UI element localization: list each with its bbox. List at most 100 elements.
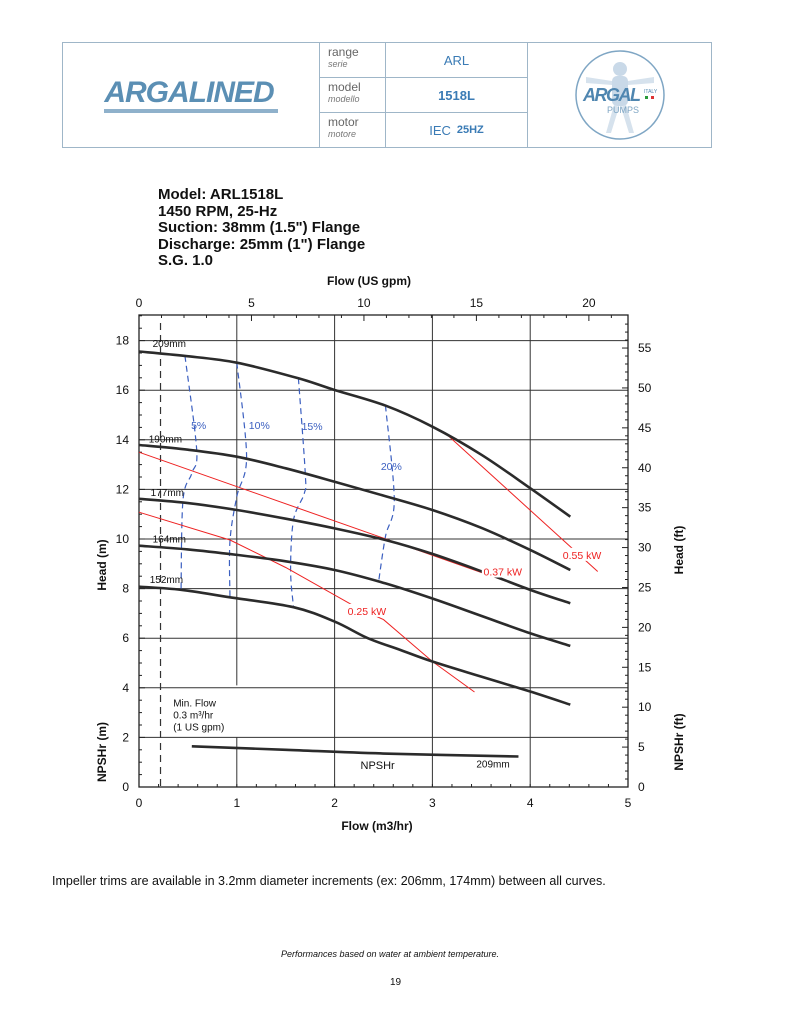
- impeller-label: 209mm: [153, 339, 186, 350]
- range-row: range serie ARL: [320, 43, 527, 78]
- y2-tick-label: 55: [638, 341, 652, 355]
- argalined-logo: ARGALINED: [63, 43, 320, 147]
- y2-tick-label: 0: [638, 780, 645, 794]
- power-label: 0.25 kW: [348, 606, 387, 618]
- power-label-bg: [345, 603, 388, 617]
- motor-label: motor: [328, 115, 359, 129]
- head-curve-177mm: [138, 497, 571, 605]
- x2-tick-label: 5: [248, 296, 255, 310]
- x2-tick-label: 20: [582, 296, 596, 310]
- x-tick-label: 5: [625, 796, 632, 810]
- x-tick-label: 2: [331, 796, 338, 810]
- efficiency-label: 20%: [381, 461, 402, 473]
- x2-tick-label: 10: [357, 296, 371, 310]
- y-tick-label: 14: [116, 433, 130, 447]
- vitruvian-logo-icon: ARGAL ITALY PUMPS: [574, 50, 665, 140]
- x-tick-label: 0: [136, 796, 143, 810]
- efficiency-line-20pct: [378, 405, 395, 582]
- spec-table: range serie ARL model modello 1518L motor m…: [320, 43, 528, 147]
- badge-country: ITALY: [644, 89, 658, 95]
- y-tick-label: 8: [122, 582, 129, 596]
- npshr-diameter-label: 209mm: [476, 760, 509, 771]
- page-number: 19: [389, 977, 402, 988]
- y2-tick-label: 50: [638, 381, 652, 395]
- efficiency-label: 10%: [249, 420, 270, 432]
- y2-tick-label: 45: [638, 421, 652, 435]
- y-tick-label: 0: [122, 780, 129, 794]
- motor-prefix: IEC: [429, 122, 451, 138]
- model-label: model: [328, 80, 361, 94]
- y2-axis-title-lower: NPSHr (ft): [672, 713, 686, 770]
- range-sublabel: serie: [328, 59, 348, 69]
- header-table: ARGALINED range serie ARL model modello 15…: [62, 42, 712, 148]
- range-value: ARL: [443, 52, 470, 68]
- power-label: 0.37 kW: [484, 566, 523, 578]
- range-label: range: [328, 45, 359, 59]
- y-tick-label: 18: [116, 334, 130, 348]
- power-line-037kW: [138, 451, 517, 586]
- model-value: 1518L: [438, 87, 475, 103]
- efficiency-label: 15%: [302, 421, 323, 433]
- y2-tick-label: 25: [638, 580, 652, 594]
- y-axis-title: Head (m): [95, 539, 109, 590]
- head-curve-209mm: [138, 350, 572, 518]
- x-tick-label: 3: [429, 796, 436, 810]
- pump-specs: Model: ARL1518L 1450 RPM, 25-Hz Suction:…: [158, 186, 366, 270]
- motor-value: 25HZ: [456, 124, 484, 136]
- efficiency-line-5pct: [180, 355, 198, 590]
- power-label: 0.55 kW: [563, 550, 602, 562]
- spec-suction: Suction: 38mm (1.5") Flange: [158, 219, 361, 236]
- impeller-trim-note: Impeller trims are available in 3.2mm di…: [52, 874, 606, 888]
- y2-axis-title: Head (ft): [672, 526, 686, 575]
- y2-tick-label: 40: [638, 461, 652, 475]
- model-row: model modello 1518L: [320, 78, 527, 113]
- npshr-label: NPSHr: [361, 760, 396, 772]
- y-tick-label: 16: [116, 383, 130, 397]
- impeller-label: 152mm: [150, 575, 183, 586]
- y-tick-label: 2: [122, 730, 129, 744]
- impeller-label: 177mm: [151, 488, 184, 499]
- y-tick-label: 10: [116, 532, 130, 546]
- badge-brand: ARGAL: [582, 85, 640, 105]
- logo-text: ARGALINED: [104, 77, 278, 113]
- efficiency-line-15pct: [289, 378, 307, 608]
- y2-tick-label: 30: [638, 541, 652, 555]
- spec-model: Model: ARL1518L: [158, 186, 284, 203]
- head-curve-164mm: [138, 544, 571, 648]
- x2-tick-label: 15: [470, 296, 484, 310]
- x-tick-label: 1: [233, 796, 240, 810]
- y-tick-label: 12: [116, 482, 130, 496]
- power-label-bg: [481, 564, 524, 578]
- x2-tick-label: 0: [136, 296, 143, 310]
- spec-sg: S.G. 1.0: [158, 252, 214, 269]
- impeller-label: 190mm: [149, 434, 182, 445]
- badge-sub: PUMPS: [607, 105, 639, 115]
- x-tick-label: 4: [527, 796, 534, 810]
- y2-tick-label: 5: [638, 740, 645, 754]
- min-flow-label: (1 US gpm): [173, 722, 224, 733]
- impeller-label: 164mm: [153, 534, 186, 545]
- motor-sublabel: motore: [328, 129, 357, 139]
- motor-row: motor motore IEC 25HZ: [320, 113, 527, 147]
- y-tick-label: 4: [122, 681, 129, 695]
- y2-tick-label: 10: [638, 700, 652, 714]
- head-curve-152mm: [138, 585, 571, 706]
- min-flow-label: Min. Flow: [173, 698, 217, 709]
- y2-tick-label: 20: [638, 620, 652, 634]
- y-axis-title-lower: NPSHr (m): [95, 722, 109, 782]
- efficiency-line-10pct: [228, 362, 248, 597]
- y2-tick-label: 35: [638, 501, 652, 515]
- spec-discharge: Discharge: 25mm (1") Flange: [158, 235, 366, 253]
- x2-axis-title: Flow (US gpm): [327, 274, 411, 288]
- y-tick-label: 6: [122, 631, 129, 645]
- performance-note: Performances based on water at ambient t…: [280, 949, 500, 959]
- min-flow-label: 0.3 m³/hr: [173, 710, 214, 721]
- efficiency-label: 5%: [191, 420, 206, 432]
- model-sublabel: modello: [328, 94, 360, 104]
- x-axis-title: Flow (m3/hr): [341, 819, 412, 833]
- argal-pumps-badge: ARGAL ITALY PUMPS: [528, 43, 711, 147]
- y2-tick-label: 15: [638, 660, 652, 674]
- npshr-curve: [191, 745, 519, 758]
- spec-rpm: 1450 RPM, 25-Hz: [158, 202, 278, 220]
